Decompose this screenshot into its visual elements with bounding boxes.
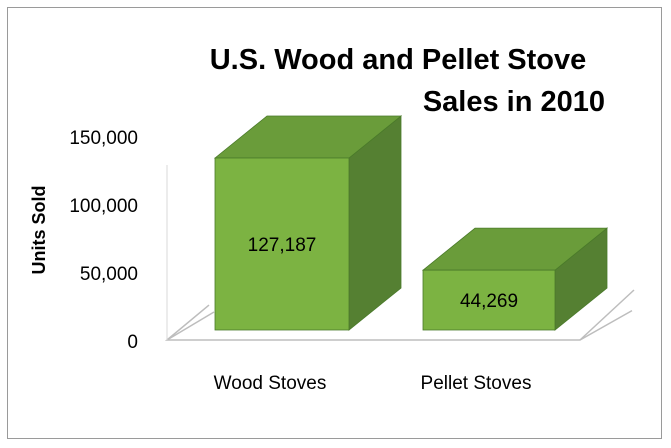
- floor-left-edge: [166, 311, 215, 341]
- bar-front-face: [422, 269, 556, 331]
- x-category-label: Wood Stoves: [214, 373, 327, 394]
- y-tick-label: 0: [127, 332, 138, 353]
- y-tick-label: 150,000: [69, 128, 138, 149]
- y-tick-label: 50,000: [80, 264, 138, 285]
- bar-wood-stoves: 127,187: [213, 115, 403, 331]
- x-category-label: Pellet Stoves: [421, 373, 532, 394]
- chart-title-line-1: U.S. Wood and Pellet Stove: [210, 44, 587, 76]
- category-labels: Wood Stoves Pellet Stoves: [214, 373, 532, 394]
- y-axis-label: Units Sold: [29, 186, 49, 275]
- bar-data-label: 44,269: [460, 291, 518, 312]
- chart-title-line-2: Sales in 2010: [423, 86, 605, 118]
- y-tick-label: 100,000: [69, 196, 138, 217]
- y-axis-ticks: 0 50,000 100,000 150,000: [69, 128, 138, 353]
- bar-pellet-stoves: 44,269: [421, 227, 609, 331]
- floor-right-edge: [579, 289, 635, 341]
- chart-floor: [164, 165, 635, 341]
- bar-data-label: 127,187: [248, 235, 317, 256]
- bars: 127,187 44,269: [213, 115, 609, 331]
- bar-front-face: [214, 157, 350, 331]
